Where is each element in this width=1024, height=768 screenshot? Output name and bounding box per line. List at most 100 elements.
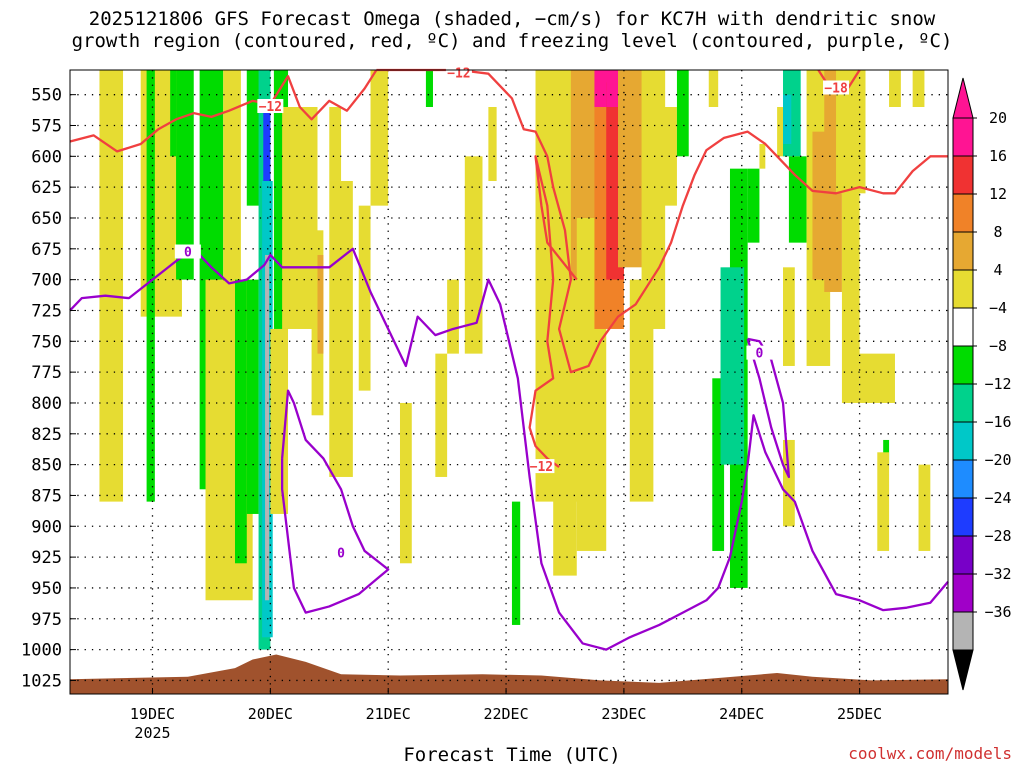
y-tick-label-700: 700 — [31, 271, 62, 291]
colorbar-label-3: 8 — [993, 223, 1002, 241]
x-axis-title: Forecast Time (UTC) — [403, 744, 621, 766]
colorbar-label-13: −36 — [984, 603, 1011, 621]
y-tick-label-725: 725 — [31, 301, 62, 321]
freezing-contour-1 — [280, 389, 390, 614]
omega-shading-layer — [99, 70, 931, 650]
omega-cell-22 — [358, 205, 371, 391]
colorbar-top-arrow — [952, 77, 974, 119]
omega-cell-24 — [329, 106, 342, 181]
omega-cell-17 — [270, 328, 289, 514]
omega-cell-15 — [265, 254, 270, 601]
colorbar-bin-13 — [952, 611, 974, 651]
y-tick-label-950: 950 — [31, 579, 62, 599]
colorbar-bin-11 — [952, 535, 974, 575]
omega-cell-56 — [783, 267, 795, 366]
chart-title: 2025121806 GFS Forecast Omega (shaded, −… — [0, 8, 1024, 52]
y-tick-label-650: 650 — [31, 209, 62, 229]
omega-cell-33 — [553, 402, 577, 576]
colorbar-label-2: 12 — [989, 185, 1007, 203]
colorbar-label-9: −20 — [984, 451, 1011, 469]
dgz-label-bg-1 — [445, 65, 472, 80]
freezing-label-bg-0 — [174, 244, 201, 259]
y-tick-label-825: 825 — [31, 425, 62, 445]
omega-cell-21 — [329, 180, 353, 477]
y-axis: 550 575 600 625 650 675 700 725 750 775 800 825 850 8… — [21, 86, 76, 691]
colorbar-label-4: 4 — [993, 261, 1002, 279]
x-tick-label-2: 21DEC — [366, 705, 411, 723]
x-tick-label-1: 20DEC — [248, 705, 293, 723]
omega-cell-68 — [918, 464, 931, 551]
terrain-layer — [70, 654, 948, 694]
dgz-contour-label-3: −18 — [824, 81, 848, 96]
colorbar-bin-1 — [952, 155, 974, 195]
credit-link[interactable]: coolwx.com/models — [848, 744, 1012, 763]
omega-cell-46 — [712, 378, 725, 551]
colorbar-bin-10 — [952, 497, 974, 537]
freezing-contour-label-0: 0 — [184, 246, 192, 261]
x-tick-label-0: 19DEC — [130, 705, 175, 723]
y-tick-label-925: 925 — [31, 548, 62, 568]
omega-cell-0 — [99, 70, 124, 502]
colorbar-label-11: −28 — [984, 527, 1011, 545]
y-tick-label-1025: 1025 — [21, 671, 62, 691]
colorbar: 20 16 12 8 4 −4 −8 −12 −16 −20 −24 −28 −32 −36 — [952, 77, 1012, 691]
colorbar-bin-5 — [952, 307, 974, 347]
freezing-label-bg-1 — [328, 545, 355, 560]
dgz-label-bg-2 — [528, 459, 555, 474]
chart-title-line2: growth region (contoured, red, ºC) and f… — [71, 30, 953, 52]
omega-cell-3 — [170, 70, 177, 157]
omega-cell-30 — [488, 106, 497, 181]
y-tick-label-850: 850 — [31, 456, 62, 476]
colorbar-bin-3 — [952, 231, 974, 271]
x-tick-label-6: 25DEC — [837, 705, 882, 723]
omega-cell-51 — [759, 143, 766, 169]
y-tick-label-775: 775 — [31, 363, 62, 383]
omega-cell-29 — [464, 156, 483, 354]
colorbar-bottom-arrow — [952, 649, 974, 691]
y-tick-label-625: 625 — [31, 178, 62, 198]
colorbar-label-8: −16 — [984, 413, 1011, 431]
omega-cell-9 — [246, 279, 259, 514]
colorbar-bin-0 — [952, 117, 974, 157]
colorbar-bin-6 — [952, 345, 974, 385]
colorbar-bin-8 — [952, 421, 974, 461]
omega-cell-54 — [783, 94, 792, 144]
x-tick-label-4: 23DEC — [601, 705, 646, 723]
colorbar-bin-9 — [952, 459, 974, 499]
y-tick-label-800: 800 — [31, 394, 62, 414]
colorbar-label-7: −12 — [984, 375, 1011, 393]
omega-cell-2 — [146, 70, 155, 502]
omega-cell-39 — [606, 70, 619, 107]
omega-cell-65 — [889, 70, 901, 107]
omega-cell-45 — [708, 70, 719, 107]
omega-cell-43 — [659, 106, 677, 206]
y-tick-label-675: 675 — [31, 240, 62, 260]
colorbar-label-0: 20 — [989, 109, 1007, 127]
omega-cell-8 — [234, 279, 247, 564]
y-tick-label-975: 975 — [31, 610, 62, 630]
omega-cell-26 — [425, 70, 433, 107]
colorbar-bin-12 — [952, 573, 974, 613]
freezing-contour-label-2: 0 — [756, 347, 764, 362]
dgz-contour-label-1: −12 — [447, 67, 470, 82]
y-tick-label-575: 575 — [31, 116, 62, 136]
y-tick-label-1000: 1000 — [21, 641, 62, 661]
colorbar-label-10: −24 — [984, 489, 1011, 507]
colorbar-bin-4 — [952, 269, 974, 309]
y-tick-label-875: 875 — [31, 486, 62, 506]
chart-title-line1: 2025121806 GFS Forecast Omega (shaded, −… — [88, 8, 936, 30]
omega-cell-23 — [370, 70, 389, 206]
y-tick-label-600: 600 — [31, 147, 62, 167]
omega-cell-14 — [263, 106, 271, 181]
freezing-contour-layer: 0 0 0 — [69, 244, 949, 651]
omega-cell-55 — [788, 156, 807, 243]
freezing-contour-0 — [69, 247, 949, 651]
dgz-contour-0 — [69, 69, 378, 153]
omega-cell-62 — [841, 70, 860, 403]
omega-cell-20 — [317, 254, 324, 354]
colorbar-label-6: −8 — [989, 337, 1007, 355]
dgz-contour-1 — [376, 68, 948, 374]
omega-cell-42 — [629, 279, 654, 502]
x-tick-sublabel-0: 2025 — [134, 724, 170, 742]
x-tick-label-5: 24DEC — [719, 705, 764, 723]
